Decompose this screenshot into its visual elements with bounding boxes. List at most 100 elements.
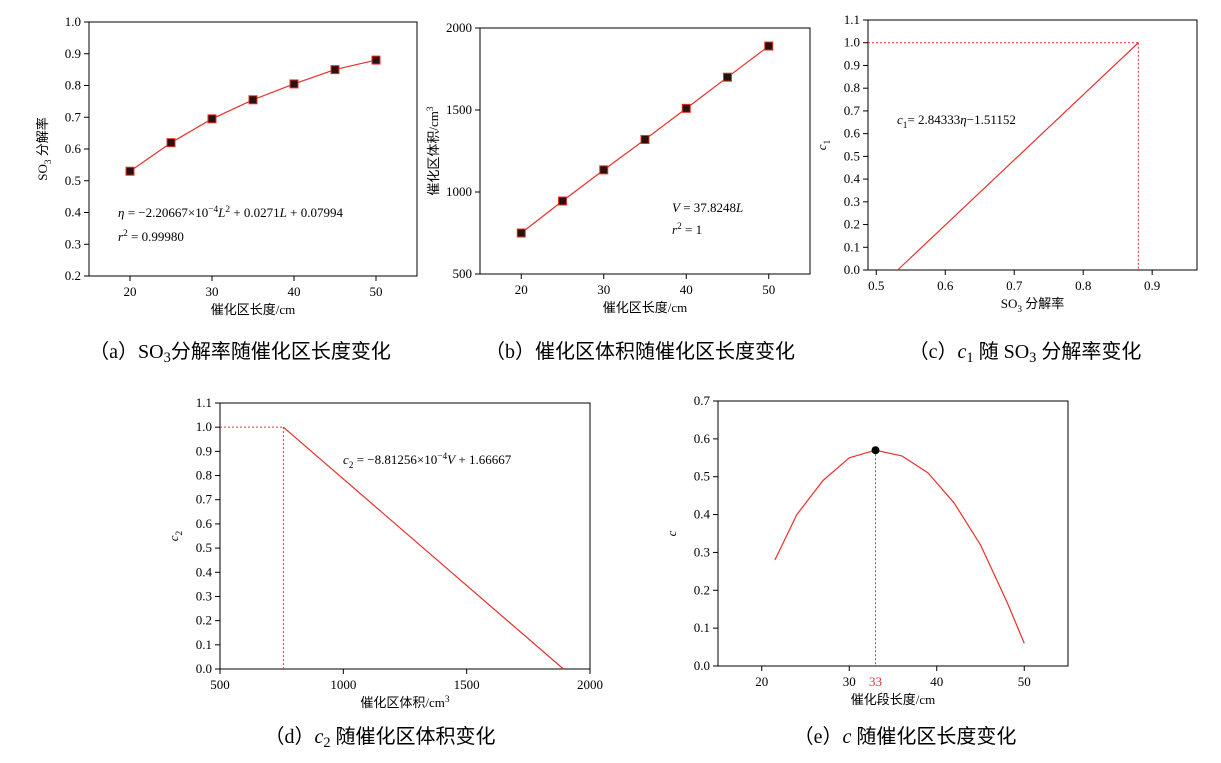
y-tick-label: 1000 bbox=[446, 184, 472, 199]
text-part: 2 bbox=[677, 222, 682, 232]
x-axis-label: 催化区长度/cm bbox=[603, 300, 688, 315]
data-point bbox=[764, 41, 774, 51]
x-tick-label: 0.6 bbox=[937, 278, 954, 293]
caption: （a）SO3分解率随催化区长度变化 bbox=[89, 340, 391, 366]
data-line bbox=[283, 426, 564, 670]
y-tick-label: 0.6 bbox=[694, 431, 711, 446]
y-axis-label: c bbox=[664, 530, 679, 536]
y-tick-label: 0.7 bbox=[844, 103, 861, 118]
x-tick-label: 20 bbox=[124, 284, 137, 299]
data-line bbox=[129, 59, 377, 172]
text-part: L bbox=[279, 205, 287, 220]
x-tick-label: 2000 bbox=[577, 677, 603, 692]
text-part: 3 bbox=[1029, 350, 1036, 366]
peak-label: 33 bbox=[869, 674, 882, 689]
data-point bbox=[516, 228, 526, 238]
text-part: （b）催化区体积随催化区长度变化 bbox=[485, 340, 795, 363]
equation: V = 37.8248L bbox=[672, 200, 743, 215]
text-part: 随 SO bbox=[974, 340, 1030, 363]
x-tick-label: 40 bbox=[288, 284, 301, 299]
data-point bbox=[125, 166, 135, 176]
text-part: η bbox=[118, 205, 124, 220]
text-part: c bbox=[343, 452, 349, 467]
y-tick-label: 0.3 bbox=[65, 236, 81, 251]
plot-frame bbox=[717, 400, 1069, 667]
x-tick-label: 50 bbox=[370, 284, 383, 299]
y-tick-label: 0.3 bbox=[694, 544, 710, 559]
text-part: c bbox=[897, 112, 903, 127]
caption: （e）c 随催化区长度变化 bbox=[794, 725, 1017, 748]
y-axis-label: SO3 分解率 bbox=[35, 117, 54, 181]
y-tick-label: 0.8 bbox=[844, 80, 860, 95]
text-part: c bbox=[958, 341, 967, 363]
y-tick-label: 0.8 bbox=[65, 78, 81, 93]
text-part: V bbox=[447, 452, 457, 467]
y-tick-label: 0.4 bbox=[694, 507, 711, 522]
x-tick-label: 0.9 bbox=[1144, 278, 1160, 293]
text-part: = 0.99980 bbox=[128, 229, 184, 244]
x-axis-label: SO3 分解率 bbox=[1001, 296, 1065, 315]
y-axis-label: c1 bbox=[814, 139, 833, 150]
text-part: 2 bbox=[225, 205, 230, 215]
x-tick-label: 20 bbox=[515, 282, 528, 297]
y-tick-label: 0.2 bbox=[694, 582, 710, 597]
y-tick-label: 1.0 bbox=[196, 419, 212, 434]
data-point bbox=[723, 72, 732, 82]
text-part: （c） bbox=[909, 340, 958, 363]
y-axis-label: c2 bbox=[166, 530, 185, 541]
data-line bbox=[774, 449, 1025, 644]
text-part: V bbox=[672, 200, 682, 215]
text-part: 1 bbox=[823, 139, 833, 144]
text-part: r bbox=[118, 229, 124, 244]
text-part: 3 bbox=[44, 159, 54, 164]
text-part: c bbox=[843, 726, 852, 748]
text-part: 2 bbox=[123, 229, 128, 239]
y-tick-label: 0.6 bbox=[196, 516, 213, 531]
text-part: （e） bbox=[794, 725, 843, 748]
y-tick-label: 0.9 bbox=[65, 46, 81, 61]
text-part: 催化区体积/cm bbox=[426, 111, 441, 196]
x-tick-label: 40 bbox=[680, 282, 693, 297]
y-tick-label: 0.2 bbox=[844, 217, 860, 232]
y-tick-label: 0.1 bbox=[694, 620, 710, 635]
y-axis-label: 催化区体积/cm3 bbox=[426, 106, 441, 196]
text-part: −4 bbox=[437, 452, 447, 462]
x-axis-label: 催化区体积/cm3 bbox=[360, 695, 450, 710]
text-part: + 0.07994 bbox=[287, 205, 344, 220]
data-point bbox=[330, 65, 340, 75]
data-point bbox=[599, 165, 609, 175]
y-tick-label: 0.6 bbox=[844, 126, 861, 141]
data-point bbox=[558, 196, 567, 206]
text-part: SO bbox=[1001, 296, 1018, 311]
data-line bbox=[897, 42, 1139, 271]
y-tick-label: 0.5 bbox=[196, 540, 212, 555]
x-tick-label: 50 bbox=[762, 282, 775, 297]
text-part: c bbox=[166, 535, 181, 541]
y-tick-label: 0.4 bbox=[196, 564, 213, 579]
y-tick-label: 1.0 bbox=[65, 14, 81, 29]
text-part: L bbox=[217, 205, 225, 220]
data-point bbox=[207, 114, 217, 124]
y-tick-label: 1.1 bbox=[844, 12, 860, 27]
x-tick-label: 50 bbox=[1018, 674, 1031, 689]
text-part: 1 bbox=[966, 350, 973, 366]
data-point bbox=[640, 135, 650, 145]
x-tick-label: 30 bbox=[597, 282, 610, 297]
text-part: 随催化区长度变化 bbox=[851, 725, 1016, 748]
text-part: = −2.20667×10 bbox=[124, 205, 208, 220]
text-part: −4 bbox=[208, 205, 218, 215]
caption: （c）c1 随 SO3 分解率变化 bbox=[909, 340, 1142, 366]
data-point bbox=[289, 79, 299, 89]
peak-point bbox=[871, 446, 880, 455]
equation: η = −2.20667×10−4L2 + 0.0271L + 0.07994 bbox=[118, 205, 343, 220]
text-part: c bbox=[664, 530, 679, 536]
text-part: 3 bbox=[426, 106, 436, 111]
data-point bbox=[166, 138, 176, 148]
x-tick-label: 30 bbox=[843, 674, 856, 689]
x-tick-label: 0.8 bbox=[1075, 278, 1091, 293]
y-tick-label: 0.2 bbox=[65, 268, 81, 283]
y-tick-label: 2000 bbox=[446, 20, 472, 35]
text-part: 2 bbox=[349, 461, 354, 471]
text-part: 2 bbox=[323, 735, 330, 751]
